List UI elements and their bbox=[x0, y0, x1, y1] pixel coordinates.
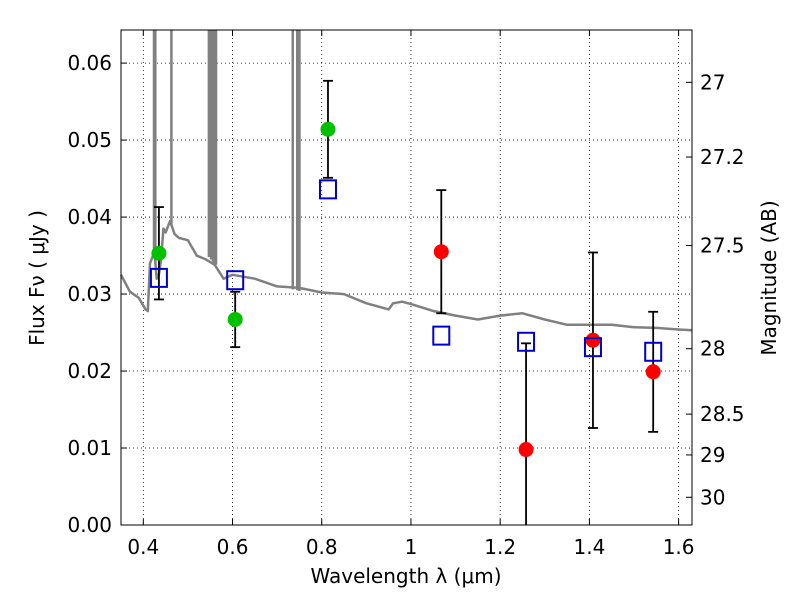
y-axis-label: Flux Fν ( μJy ) bbox=[25, 210, 49, 346]
detection-point bbox=[227, 311, 243, 327]
detection-point bbox=[645, 364, 661, 380]
axis-ticks: 0.4 0.6 0.8 1 1.2 1.4 1.6 0.00 0.01 0.02 0.03 0.04 0… bbox=[67, 30, 745, 559]
detection-point bbox=[151, 245, 167, 261]
x-tick-label: 0.6 bbox=[217, 535, 249, 559]
y2-tick-label: 27 bbox=[700, 70, 725, 94]
y-tick-label: 0.03 bbox=[67, 282, 112, 306]
x-axis-label: Wavelength λ (μm) bbox=[310, 564, 501, 588]
model-photometry-square bbox=[149, 267, 168, 288]
model-photometry-square bbox=[583, 337, 602, 358]
y-tick-label: 0.05 bbox=[67, 128, 112, 152]
x-tick-label: 0.4 bbox=[127, 535, 159, 559]
y-tick-label: 0.00 bbox=[67, 513, 112, 537]
x-tick-label: 1.4 bbox=[573, 535, 605, 559]
x-tick-label: 1.2 bbox=[484, 535, 516, 559]
y-tick-label: 0.01 bbox=[67, 436, 112, 460]
y2-tick-label: 27.2 bbox=[700, 145, 745, 169]
y2-tick-label: 27.5 bbox=[700, 234, 745, 258]
x-tick-label: 1 bbox=[405, 535, 418, 559]
model-photometry-square bbox=[432, 325, 451, 346]
y-tick-label: 0.04 bbox=[67, 205, 112, 229]
model-spectrum-layer bbox=[119, 30, 693, 332]
y2-tick-label: 28 bbox=[700, 337, 725, 361]
y2-tick-label: 30 bbox=[700, 485, 725, 509]
y2-axis-label: Magnitude (AB) bbox=[757, 200, 781, 355]
x-tick-label: 0.8 bbox=[306, 535, 338, 559]
model-photometry-square bbox=[517, 331, 536, 352]
grid bbox=[121, 30, 692, 526]
x-tick-label: 1.6 bbox=[663, 535, 695, 559]
y2-tick-label: 28.5 bbox=[700, 402, 745, 426]
plot-area-frame bbox=[120, 29, 693, 526]
y-tick-label: 0.02 bbox=[67, 359, 112, 383]
y-tick-label: 0.06 bbox=[67, 51, 112, 75]
detection-point bbox=[433, 244, 449, 260]
model-photometry-square bbox=[644, 341, 663, 362]
detection-point bbox=[585, 332, 601, 348]
model-photometry-square bbox=[318, 179, 337, 200]
detection-point bbox=[518, 442, 534, 458]
detection-point bbox=[320, 121, 336, 137]
y2-tick-label: 29 bbox=[700, 443, 725, 467]
model-photometry-square bbox=[226, 270, 245, 291]
data-points-layer bbox=[149, 79, 663, 525]
